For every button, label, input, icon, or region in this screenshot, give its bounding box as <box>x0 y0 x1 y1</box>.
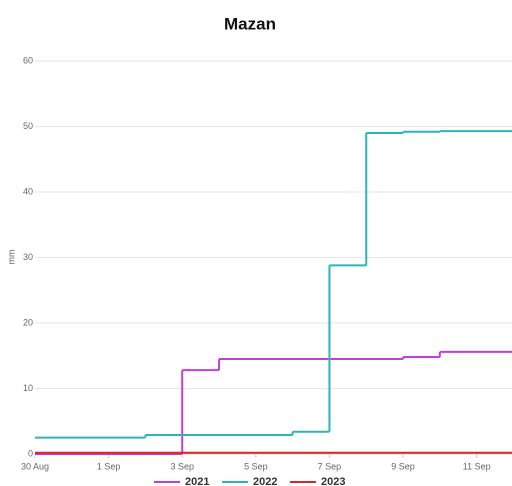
x-tick-label: 30 Aug <box>21 461 49 471</box>
y-tick-label: 20 <box>23 317 33 327</box>
x-tick-label: 5 Sep <box>244 461 268 471</box>
legend-label: 2023 <box>321 476 345 486</box>
y-tick-label: 30 <box>23 252 33 262</box>
x-tick-label: 3 Sep <box>170 461 194 471</box>
x-tick-label: 9 Sep <box>391 461 415 471</box>
legend-label: 2021 <box>185 476 209 486</box>
y-tick-label: 10 <box>23 383 33 393</box>
y-tick-label: 60 <box>23 55 33 65</box>
x-tick-label: 1 Sep <box>97 461 121 471</box>
y-tick-label: 50 <box>23 121 33 131</box>
x-tick-label: 7 Sep <box>318 461 342 471</box>
y-tick-label: 40 <box>23 186 33 196</box>
y-tick-label: 0 <box>28 448 33 458</box>
y-axis-label: mm <box>6 250 16 265</box>
x-tick-label: 11 Sep <box>463 461 491 471</box>
chart-title: Mazan <box>224 14 276 33</box>
legend-label: 2022 <box>253 476 277 486</box>
